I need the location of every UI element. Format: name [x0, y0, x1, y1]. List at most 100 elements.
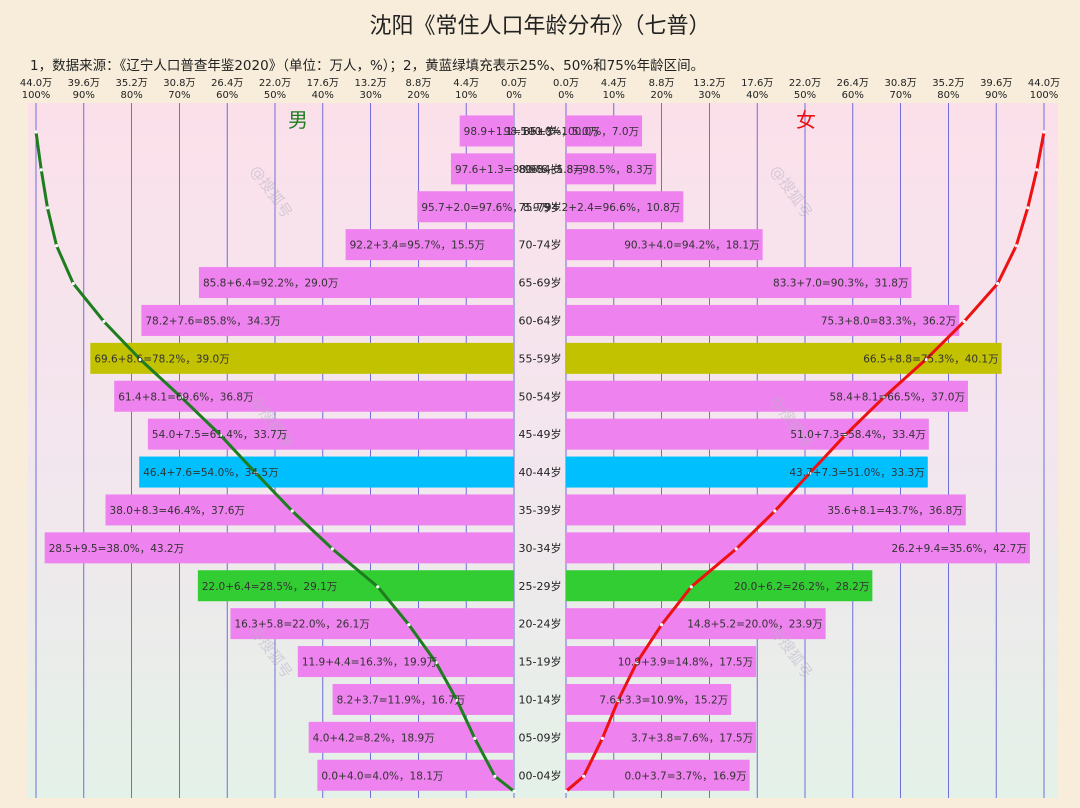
female-data-label: 98.5+1.5=100.0%，7.0万 — [504, 126, 639, 138]
x-tick-label-female: 13.2万 — [693, 78, 725, 89]
x-tick-label-female: 44.0万 — [1028, 78, 1060, 89]
female-bar — [566, 229, 763, 261]
male-bar — [459, 115, 514, 147]
male-bar — [308, 721, 514, 753]
female-bar — [566, 759, 750, 791]
x-tick-percent-male: 80% — [120, 90, 142, 101]
female-cumulative-point — [1035, 168, 1039, 172]
x-tick-label-male: 0.0万 — [501, 78, 527, 89]
x-tick-percent-male: 10% — [455, 90, 477, 101]
male-data-label: 97.6+1.3=98.9%，5.8万 — [455, 164, 584, 176]
watermark: @搜狐号 — [767, 392, 816, 451]
x-tick-label-male: 39.6万 — [68, 78, 100, 89]
x-tick-label-male: 17.6万 — [307, 78, 339, 89]
female-cumulative-point — [635, 661, 639, 665]
x-tick-label-female: 39.6万 — [980, 78, 1012, 89]
female-data-label: 90.3+4.0=94.2%，18.1万 — [624, 240, 759, 252]
x-tick-percent-male: 30% — [359, 90, 381, 101]
male-data-label: 69.6+8.6=78.2%，39.0万 — [94, 353, 229, 365]
category-label: 85+岁 — [523, 124, 557, 138]
female-cumulative-point — [582, 774, 586, 778]
male-cumulative-point — [54, 244, 59, 248]
female-cumulative-point — [924, 357, 928, 361]
x-tick-label-female: 26.4万 — [837, 78, 869, 89]
male-cumulative-point — [218, 433, 223, 437]
female-cumulative-point — [882, 395, 886, 399]
x-tick-label-male: 13.2万 — [354, 78, 386, 89]
category-label: 20-24岁 — [519, 617, 562, 631]
male-bar — [345, 229, 514, 261]
female-cumulative-point — [600, 736, 604, 741]
category-label: 40-44岁 — [519, 465, 562, 479]
category-label: 30-34岁 — [519, 541, 562, 555]
x-tick-percent-female: 10% — [603, 90, 625, 101]
female-data-label: 51.0+7.3=58.4%，33.4万 — [790, 429, 925, 441]
male-cumulative-point — [407, 623, 411, 627]
male-cumulative-point — [493, 774, 497, 778]
female-cumulative-point — [1042, 130, 1046, 134]
x-tick-percent-female: 50% — [794, 90, 816, 101]
male-cumulative-line — [34, 131, 515, 793]
male-data-label: 92.2+3.4=95.7%，15.5万 — [350, 240, 485, 252]
category-label: 10-14岁 — [519, 692, 562, 706]
x-tick-label-male: 26.4万 — [211, 78, 243, 89]
male-data-label: 22.0+6.4=28.5%，29.1万 — [202, 581, 337, 593]
x-tick-percent-female: 30% — [698, 90, 720, 101]
x-tick-percent-male: 0% — [506, 90, 522, 101]
watermark: @搜狐号 — [247, 162, 296, 221]
male-data-label: 11.9+4.4=16.3%，19.9万 — [302, 657, 437, 669]
x-tick-percent-male: 50% — [264, 90, 286, 101]
female-cumulative-point — [962, 319, 966, 324]
male-cumulative-point — [330, 547, 334, 551]
female-data-label: 66.5+8.8=75.3%，40.1万 — [863, 353, 998, 365]
female-bar — [566, 683, 732, 715]
x-tick-percent-male: 60% — [216, 90, 238, 101]
male-cumulative-point — [512, 789, 516, 793]
x-tick-label-male: 4.4万 — [453, 78, 479, 89]
male-cumulative-point — [473, 736, 477, 741]
male-data-label: 16.3+5.8=22.0%，26.1万 — [234, 619, 369, 631]
female-bar — [566, 532, 1030, 564]
x-tick-percent-male: 100% — [22, 90, 51, 101]
male-data-label: 28.5+9.5=38.0%，43.2万 — [49, 543, 184, 555]
x-tick-label-male: 22.0万 — [259, 78, 291, 89]
male-cumulative-point — [71, 282, 75, 286]
female-data-label: 3.7+3.8=7.6%，17.5万 — [631, 732, 753, 744]
male-cumulative-point — [376, 585, 380, 589]
male-cumulative-point — [102, 319, 106, 324]
female-data-label: 7.6+3.3=10.9%，15.2万 — [599, 694, 728, 706]
x-tick-label-female: 17.6万 — [741, 78, 773, 89]
female-data-label: 0.0+3.7=3.7%，16.9万 — [625, 770, 747, 782]
female-cumulative-point — [843, 433, 847, 437]
male-cumulative-point — [455, 698, 459, 703]
male-data-label: 0.0+4.0=4.0%，18.1万 — [321, 770, 443, 782]
male-cumulative-point — [34, 130, 38, 134]
male-bar — [90, 342, 515, 374]
female-cumulative-point — [564, 789, 568, 793]
x-tick-percent-male: 70% — [168, 90, 190, 101]
female-cumulative-point — [734, 547, 738, 551]
male-bar — [197, 570, 515, 602]
x-tick-percent-female: 70% — [889, 90, 911, 101]
female-data-label: 14.8+5.2=20.0%，23.9万 — [687, 619, 822, 631]
category-label: 80-84岁 — [519, 162, 562, 176]
male-bar — [417, 191, 514, 223]
male-cumulative-point — [138, 357, 142, 361]
male-cumulative-point — [179, 395, 183, 399]
male-data-label: 85.8+6.4=92.2%，29.0万 — [203, 278, 338, 290]
male-bar — [147, 418, 515, 450]
category-label: 45-49岁 — [519, 427, 562, 441]
x-tick-percent-female: 40% — [746, 90, 768, 101]
male-cumulative-point — [39, 168, 43, 172]
male-bar — [297, 646, 514, 678]
x-tick-label-male: 30.8万 — [163, 78, 195, 89]
watermark: @搜狐号 — [247, 392, 296, 451]
male-bar — [450, 153, 514, 185]
female-bar — [566, 721, 757, 753]
female-data-label: 96.6+1.8=98.5%，8.3万 — [524, 164, 653, 176]
female-bar — [566, 115, 643, 147]
category-label: 60-64岁 — [519, 313, 562, 327]
x-tick-percent-female: 0% — [558, 90, 574, 101]
female-data-label: 83.3+7.0=90.3%，31.8万 — [773, 278, 908, 290]
